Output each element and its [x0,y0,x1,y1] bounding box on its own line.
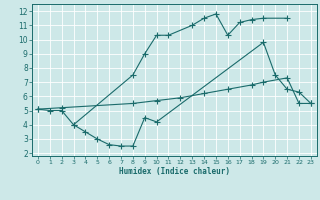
X-axis label: Humidex (Indice chaleur): Humidex (Indice chaleur) [119,167,230,176]
